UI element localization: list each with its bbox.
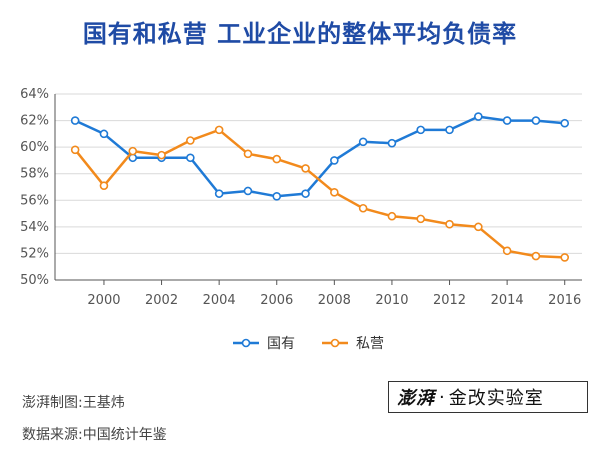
data-point — [186, 136, 195, 145]
x-tick-label: 2014 — [491, 293, 524, 308]
data-point — [157, 150, 166, 160]
y-tick-labels: 50% 52% 54% 56% 58% 60% 62% 64% — [20, 87, 49, 288]
data-source: 数据来源:中国统计年鉴 — [22, 427, 167, 443]
legend: 国有 私营 — [233, 336, 384, 352]
data-point — [214, 189, 224, 198]
legend-swatch-marker — [330, 338, 340, 348]
data-point — [186, 153, 195, 163]
data-point — [358, 203, 368, 213]
data-point — [99, 181, 109, 190]
data-point — [416, 125, 426, 135]
data-point — [243, 186, 253, 196]
y-tick-label: 56% — [20, 193, 49, 208]
legend-swatch-marker — [241, 338, 251, 348]
data-point — [99, 129, 109, 139]
y-tick-label: 62% — [20, 114, 49, 129]
series-line-1 — [74, 128, 565, 259]
data-point — [330, 188, 339, 197]
x-tick-label: 2000 — [87, 293, 120, 308]
y-tick-label: 60% — [20, 140, 49, 155]
data-point — [70, 116, 80, 125]
x-tick-label: 2010 — [375, 293, 408, 308]
y-tick-label: 52% — [20, 246, 49, 261]
series-layer — [70, 112, 570, 262]
x-tick-label: 2006 — [260, 293, 293, 308]
data-point — [531, 116, 541, 125]
data-point — [560, 118, 570, 128]
chart-credit: 澎湃制图:王基炜 — [22, 395, 125, 411]
legend-label: 国有 — [267, 336, 295, 352]
x-tick-labels: 2000 2002 2004 2006 2008 2010 2012 2014 2016 — [87, 293, 581, 308]
y-tick-label: 54% — [20, 220, 49, 235]
data-point — [474, 112, 483, 121]
data-point — [502, 246, 512, 256]
data-point — [301, 164, 310, 173]
x-tick-label: 2012 — [433, 293, 466, 308]
data-point — [272, 192, 282, 201]
data-point — [560, 253, 570, 262]
line-chart: 50%52%54%56%58%60%62%64% 2000 2002 2004 200… — [20, 87, 582, 352]
x-tick-label: 2016 — [548, 293, 581, 308]
data-point — [358, 137, 368, 147]
data-point — [416, 214, 426, 224]
data-point — [330, 156, 339, 165]
chart-title: 国有和私营 工业企业的整体平均负债率 — [82, 20, 518, 48]
grid-lines — [55, 93, 582, 281]
legend-label: 私营 — [356, 336, 384, 352]
axes — [54, 94, 582, 285]
data-point — [531, 251, 541, 261]
x-tick-label: 2002 — [145, 293, 178, 308]
brand-logo: 澎湃 — [397, 388, 435, 409]
data-point — [214, 125, 224, 135]
y-tick-label: 58% — [20, 167, 49, 182]
series-line-0 — [74, 115, 565, 198]
data-point — [387, 211, 397, 221]
data-point — [445, 219, 454, 229]
data-point — [502, 116, 512, 125]
data-point — [301, 189, 310, 198]
x-tick-label: 2004 — [203, 293, 236, 308]
x-tick-label: 2008 — [318, 293, 351, 308]
brand-dot: · — [439, 386, 445, 408]
brand-badge: 澎湃 · 金改实验室 — [388, 381, 588, 413]
data-point — [243, 149, 253, 159]
data-point — [387, 138, 397, 148]
data-point — [128, 146, 138, 156]
data-point — [70, 145, 80, 155]
brand-name: 金改实验室 — [448, 388, 544, 409]
y-tick-label: 50% — [20, 273, 49, 288]
data-point — [272, 154, 282, 164]
data-point — [445, 125, 454, 135]
y-tick-label: 64% — [20, 87, 49, 102]
data-point — [474, 222, 483, 232]
